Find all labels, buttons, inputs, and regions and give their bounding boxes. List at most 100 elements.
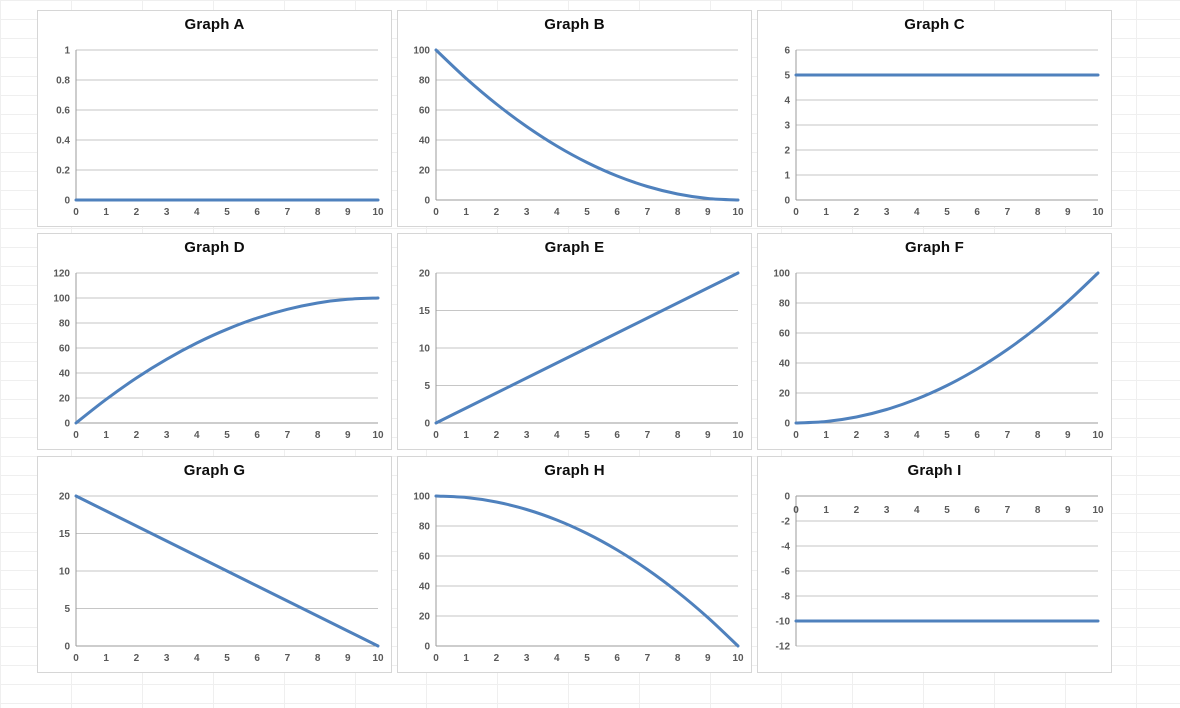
x-tick-label: 4 — [914, 207, 920, 218]
x-tick-label: 4 — [194, 653, 200, 664]
y-tick-label: 4 — [784, 96, 790, 107]
x-tick-label: 10 — [372, 207, 384, 218]
x-tick-label: 4 — [554, 430, 560, 441]
chart-graph-i[interactable]: Graph I -12 -10 -8 -6 -4 -2 0 0 1 2 3 4 5 6 7 8 9 10 — [757, 456, 1112, 673]
chart-graph-e[interactable]: Graph E 0 5 10 15 20 0 1 2 3 4 5 6 7 8 9 10 — [397, 233, 752, 450]
y-tick-label: 0 — [424, 196, 430, 207]
y-tick-label: 20 — [59, 394, 71, 405]
y-tick-label: -10 — [776, 617, 791, 628]
y-tick-label: 0.2 — [56, 166, 70, 177]
y-tick-label: 20 — [779, 389, 791, 400]
y-tick-label: 1 — [784, 171, 790, 182]
x-tick-label: 0 — [793, 207, 799, 218]
chart-svg: 0 5 10 15 20 0 1 2 3 4 5 6 7 8 9 10 — [59, 492, 384, 665]
x-tick-label: 1 — [103, 653, 109, 664]
y-tick-label: 20 — [419, 166, 431, 177]
series-line — [74, 296, 380, 425]
x-tick-label: 5 — [224, 430, 230, 441]
y-tick-label: 60 — [779, 329, 791, 340]
chart-svg: 0 20 40 60 80 100 120 0 1 2 3 4 5 6 7 8 9 10 — [53, 269, 384, 442]
x-tick-label: 9 — [1065, 430, 1071, 441]
chart-graph-d[interactable]: Graph D 0 20 40 60 80 100 120 0 1 2 3 4 5 6 7 8 9 10 — [37, 233, 392, 450]
x-tick-label: 4 — [194, 430, 200, 441]
chart-graph-a[interactable]: Graph A 0 0.2 0.4 0.6 0.8 1 0 1 2 3 4 5 6 7 8 9 10 — [37, 10, 392, 227]
chart-graph-f[interactable]: Graph F 0 20 40 60 80 100 0 1 2 3 4 5 6 7 8 9 10 — [757, 233, 1112, 450]
x-tick-label: 2 — [494, 207, 500, 218]
x-tick-label: 2 — [134, 653, 140, 664]
x-tick-label: 7 — [645, 430, 651, 441]
x-tick-label: 10 — [732, 207, 744, 218]
chart-svg: 0 20 40 60 80 100 0 1 2 3 4 5 6 7 8 9 10 — [773, 269, 1104, 442]
chart-graph-c[interactable]: Graph C 0 1 2 3 4 5 6 0 1 2 3 4 5 6 7 8 9 10 — [757, 10, 1112, 227]
y-tick-label: 10 — [59, 567, 71, 578]
charts-grid: Graph A 0 0.2 0.4 0.6 0.8 1 0 1 2 3 4 5 6 7 8 9 10 Graph… — [37, 10, 1112, 673]
chart-title: Graph C — [904, 16, 965, 33]
x-tick-label: 9 — [705, 430, 711, 441]
plot-area-graph-b: 0 20 40 60 80 100 0 1 2 3 4 5 6 7 8 9 10 — [398, 38, 751, 224]
x-tick-label: 8 — [315, 207, 321, 218]
plot-area-graph-c: 0 1 2 3 4 5 6 0 1 2 3 4 5 6 7 8 9 10 — [758, 38, 1111, 224]
y-tick-label: 60 — [419, 106, 431, 117]
x-tick-label: 1 — [823, 505, 829, 516]
x-tick-label: 10 — [732, 430, 744, 441]
x-tick-label: 7 — [1005, 207, 1011, 218]
chart-title: Graph F — [905, 239, 964, 256]
x-tick-label: 8 — [675, 207, 681, 218]
x-tick-label: 0 — [73, 207, 79, 218]
x-tick-label: 3 — [884, 430, 890, 441]
x-tick-label: 0 — [73, 653, 79, 664]
y-tick-label: 0.6 — [56, 106, 70, 117]
x-tick-label: 3 — [884, 207, 890, 218]
x-tick-label: 8 — [315, 653, 321, 664]
x-tick-label: 0 — [433, 653, 439, 664]
y-tick-label: 100 — [413, 492, 430, 503]
x-tick-label: 6 — [254, 430, 260, 441]
y-tick-label: 5 — [784, 71, 790, 82]
y-tick-label: -4 — [781, 542, 790, 553]
plot-area-graph-g: 0 5 10 15 20 0 1 2 3 4 5 6 7 8 9 10 — [38, 484, 391, 670]
chart-svg: 0 5 10 15 20 0 1 2 3 4 5 6 7 8 9 10 — [419, 269, 744, 442]
y-tick-label: 0 — [784, 492, 790, 503]
y-tick-label: 15 — [59, 529, 71, 540]
x-tick-label: 9 — [1065, 505, 1071, 516]
y-tick-label: 0 — [784, 196, 790, 207]
chart-title: Graph E — [544, 239, 605, 256]
x-tick-label: 2 — [494, 430, 500, 441]
plot-area-graph-e: 0 5 10 15 20 0 1 2 3 4 5 6 7 8 9 10 — [398, 261, 751, 447]
y-tick-label: 40 — [419, 136, 431, 147]
chart-graph-b[interactable]: Graph B 0 20 40 60 80 100 0 1 2 3 4 5 6 7 8 9 10 — [397, 10, 752, 227]
x-tick-label: 3 — [164, 653, 170, 664]
plot-area-graph-i: -12 -10 -8 -6 -4 -2 0 0 1 2 3 4 5 6 7 8 9 10 — [758, 484, 1111, 670]
x-tick-label: 5 — [584, 207, 590, 218]
x-tick-label: 2 — [854, 430, 860, 441]
x-tick-label: 10 — [372, 653, 384, 664]
chart-svg: 00.20.40.60.810 1 2 3 4 5 6 7 8 9 10 — [56, 46, 384, 219]
x-tick-label: 5 — [944, 207, 950, 218]
chart-graph-h[interactable]: Graph H 0 20 40 60 80 100 0 1 2 3 4 5 6 7 8 9 10 — [397, 456, 752, 673]
x-tick-label: 7 — [1005, 505, 1011, 516]
y-tick-label: -2 — [781, 517, 790, 528]
x-tick-label: 10 — [1092, 207, 1104, 218]
x-tick-label: 3 — [524, 653, 530, 664]
x-tick-label: 7 — [645, 653, 651, 664]
x-tick-label: 7 — [285, 430, 291, 441]
chart-graph-g[interactable]: Graph G 0 5 10 15 20 0 1 2 3 4 5 6 7 8 9 10 — [37, 456, 392, 673]
y-tick-label: 20 — [419, 612, 431, 623]
x-tick-label: 6 — [974, 207, 980, 218]
x-tick-label: 2 — [494, 653, 500, 664]
chart-title: Graph I — [907, 462, 962, 479]
x-tick-label: 9 — [345, 430, 351, 441]
plot-area-graph-d: 0 20 40 60 80 100 120 0 1 2 3 4 5 6 7 8 9 10 — [38, 261, 391, 447]
x-tick-label: 8 — [1035, 430, 1041, 441]
x-tick-label: 2 — [854, 207, 860, 218]
x-tick-label: 0 — [793, 430, 799, 441]
y-tick-label: 80 — [419, 522, 431, 533]
y-tick-label: 5 — [424, 381, 430, 392]
y-tick-label: 10 — [419, 344, 431, 355]
x-tick-label: 3 — [164, 430, 170, 441]
chart-svg: 0 20 40 60 80 100 0 1 2 3 4 5 6 7 8 9 10 — [413, 46, 744, 219]
y-tick-label: 60 — [59, 344, 71, 355]
x-tick-label: 8 — [675, 430, 681, 441]
x-tick-label: 4 — [554, 207, 560, 218]
x-tick-label: 1 — [103, 207, 109, 218]
